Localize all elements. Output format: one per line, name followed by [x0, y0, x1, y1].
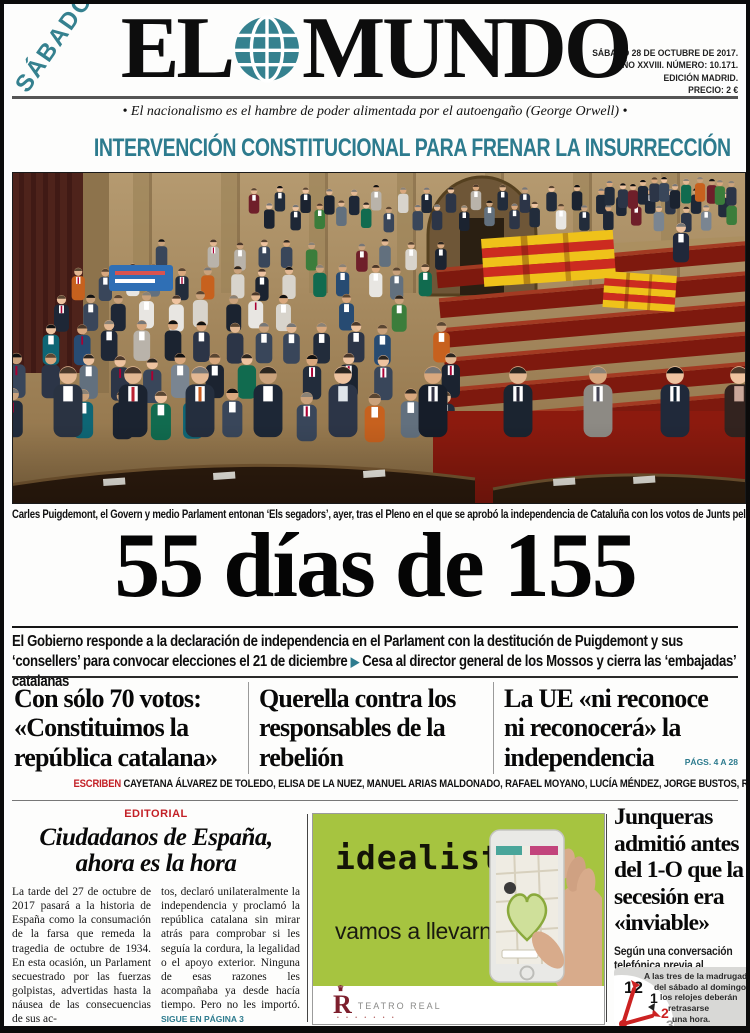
- svg-text:3: 3: [666, 1017, 674, 1026]
- page-sheet: SÁBADO EL MUNDO SÁBADO 28 DE OCTUBRE DE …: [4, 4, 746, 1026]
- rule: [12, 676, 738, 678]
- editorial-col2: tos, declaró unilateralmente la independ…: [161, 885, 300, 1026]
- subhead: El Gobierno responde a la declaración de…: [12, 632, 745, 691]
- contributors-text: ESCRIBEN CAYETANA ÁLVAREZ DE TOLEDO, ELI…: [74, 778, 746, 790]
- story-votes-headline: Con sólo 70 votos: «Constituimos la repú…: [14, 684, 218, 772]
- svg-text:2: 2: [661, 1005, 669, 1021]
- bottom-section: EDITORIAL Ciudadanos de España, ahora es…: [12, 804, 746, 1026]
- logo-mundo: MUNDO: [302, 4, 632, 97]
- clock-line: A las tres de la madrugada: [644, 971, 746, 981]
- continuation-reference: SIGUE EN PÁGINA 3: [161, 1014, 244, 1025]
- newspaper-logo: EL MUNDO: [4, 5, 746, 93]
- editorial-article: EDITORIAL Ciudadanos de España, ahora es…: [12, 804, 300, 1026]
- dateline-issue: AÑO XXVIII. NÚMERO: 10.171.: [615, 60, 738, 72]
- clock-line: del sábado al domingo: [654, 981, 746, 992]
- column-divider: [606, 814, 607, 1022]
- dateline-date: SÁBADO 28 DE OCTUBRE DE 2017.: [592, 48, 738, 59]
- logo-el: EL: [120, 4, 235, 97]
- advertisement: idealista vamos a llevarnos bien: [312, 813, 605, 1025]
- junqueras-headline: Junqueras admitió antes del 1-O que la s…: [614, 804, 744, 937]
- clock-change-box: 12 1 2 3 A las tres de la madrugada del: [614, 967, 746, 1026]
- teatro-real-logo: ♛ R: [333, 985, 352, 1019]
- kicker-headline: INTERVENCIÓN CONSTITUCIONAL PARA FRENAR …: [4, 134, 746, 163]
- editorial-col2-text: tos, declaró unilateralmente la independ…: [161, 886, 300, 1012]
- kicker-text: INTERVENCIÓN CONSTITUCIONAL PARA FRENAR …: [93, 134, 731, 162]
- contributors-strip: ESCRIBEN CAYETANA ÁLVAREZ DE TOLEDO, ELI…: [4, 778, 746, 790]
- dateline: SÁBADO 28 DE OCTUBRE DE 2017. AÑO XXVIII…: [592, 48, 738, 97]
- parliament-photo: [12, 172, 746, 504]
- story-querella: Querella contra los responsables de la r…: [248, 682, 493, 774]
- masthead-rule: [12, 96, 738, 99]
- editorial-label: EDITORIAL: [124, 808, 188, 820]
- secondary-headlines: Con sólo 70 votos: «Constituimos la repú…: [12, 682, 738, 774]
- rule: [12, 800, 738, 801]
- contributor-names: CAYETANA ÁLVAREZ DE TOLEDO, ELISA DE LA …: [123, 778, 746, 790]
- page-reference: PÁGS. 4 A 28: [684, 757, 738, 768]
- decorative-dots: • • • • • • •: [337, 1015, 397, 1021]
- clock-icon: 12 1 2 3: [614, 975, 674, 1026]
- crown-icon: ♛: [337, 984, 345, 993]
- idealista-ad: idealista vamos a llevarnos bien: [313, 814, 604, 986]
- globe-icon: [233, 12, 301, 83]
- clock-line: los relojes deberán: [660, 992, 738, 1003]
- story-querella-headline: Querella contra los responsables de la r…: [259, 684, 456, 772]
- editorial-body: La tarde del 27 de octubre de 2017 pasar…: [12, 885, 300, 1026]
- teatro-real-mark: R: [333, 990, 352, 1019]
- arrow-bullet-icon: ▶: [350, 653, 359, 669]
- escriben-label: ESCRIBEN: [73, 778, 122, 790]
- editorial-headline: Ciudadanos de España, ahora es la hora: [39, 824, 273, 877]
- caption-text: Carles Puigdemont, el Govern y medio Par…: [12, 507, 746, 521]
- svg-text:1: 1: [650, 990, 658, 1006]
- subhead-part1: El Gobierno responde a la declaración de…: [12, 633, 683, 670]
- rule: [12, 626, 738, 628]
- phone-in-hand-icon: [489, 829, 602, 986]
- column-divider: [307, 814, 308, 1022]
- dateline-edition: EDICIÓN MADRID.: [663, 72, 738, 84]
- orwell-quote: • El nacionalismo es el hambre de poder …: [122, 104, 628, 119]
- teatro-real-strip: ♛ R TEATRO REAL • • • • • • •: [313, 985, 604, 1024]
- editorial-col1: La tarde del 27 de octubre de 2017 pasar…: [12, 886, 151, 1026]
- story-ue: La UE «ni reconoce ni reconocerá» la ind…: [493, 682, 738, 774]
- photo-caption: Carles Puigdemont, el Govern y medio Par…: [12, 507, 746, 521]
- story-votes: Con sólo 70 votos: «Constituimos la repú…: [12, 682, 248, 774]
- main-headline: 55 días de 155: [114, 514, 638, 616]
- clock-line: una hora.: [672, 1013, 711, 1024]
- clock-line: retrasarse: [668, 1002, 710, 1013]
- dateline-price: PRECIO: 2 €: [688, 85, 738, 97]
- clock-text: A las tres de la madrugada del sábado al…: [614, 971, 746, 1024]
- teatro-real-name: TEATRO REAL: [357, 1001, 442, 1011]
- story-ue-headline: La UE «ni reconoce ni reconocerá» la ind…: [504, 684, 709, 772]
- masthead: SÁBADO EL MUNDO SÁBADO 28 DE OCTUBRE DE …: [4, 4, 746, 99]
